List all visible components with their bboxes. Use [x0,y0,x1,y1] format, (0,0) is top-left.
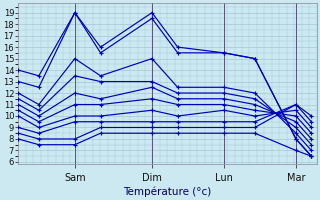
X-axis label: Température (°c): Température (°c) [123,186,212,197]
